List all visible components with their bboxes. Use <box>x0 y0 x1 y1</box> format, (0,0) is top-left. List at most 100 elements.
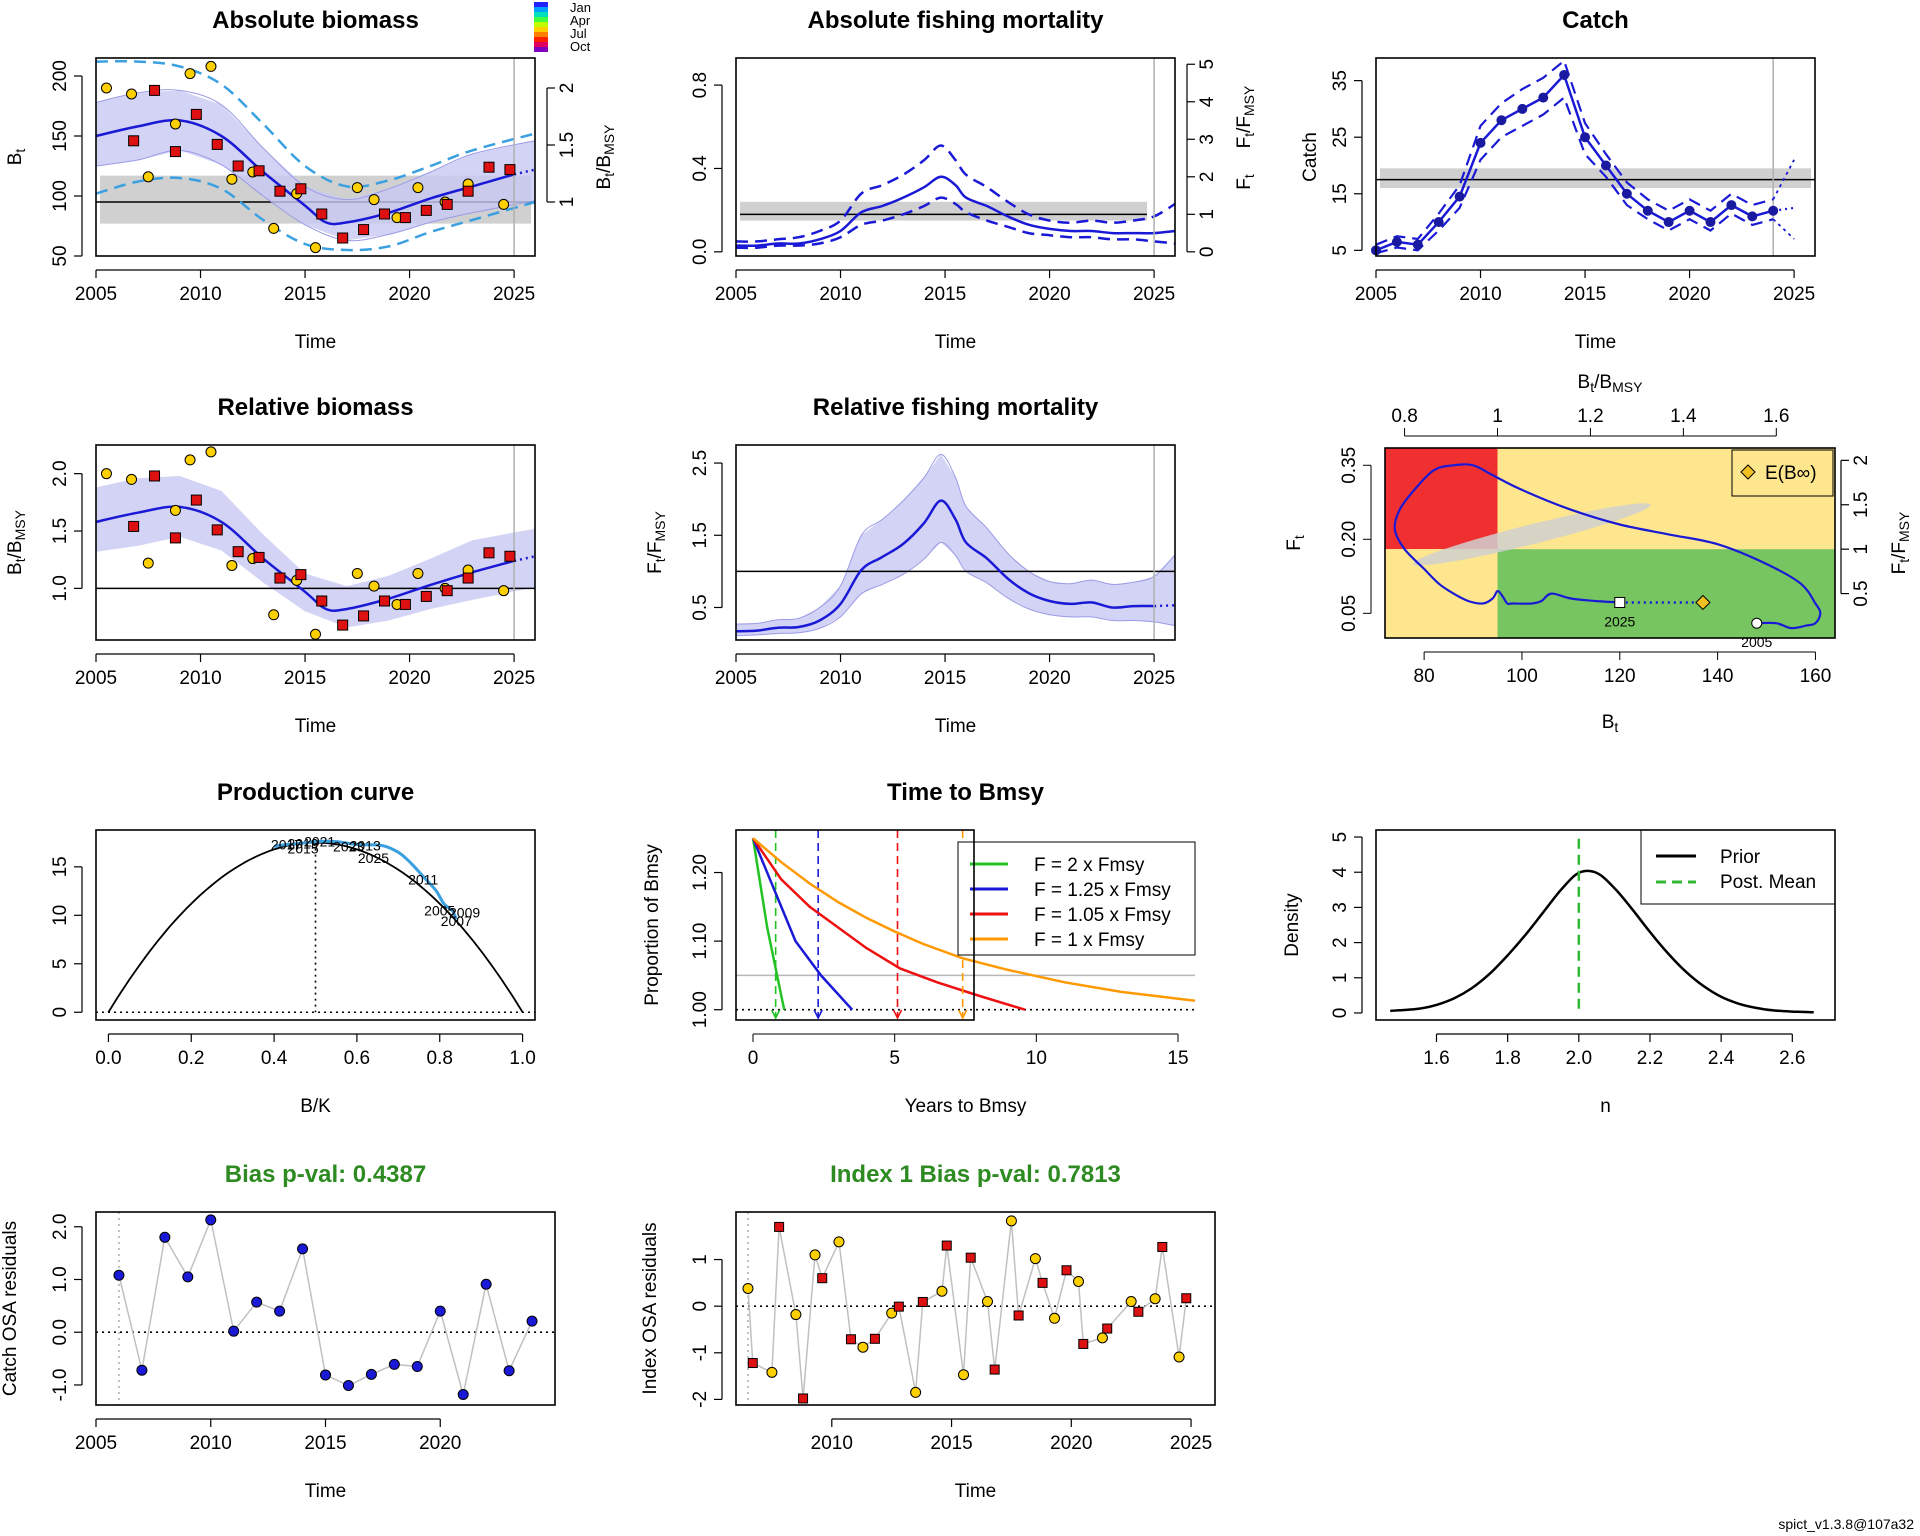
residual-point <box>503 1365 515 1377</box>
index-b-point <box>295 569 307 581</box>
season-color-swatch <box>534 27 548 32</box>
legend-label: F = 1.25 x Fmsy <box>1034 880 1171 901</box>
y-tick-label: 1.00 <box>690 991 711 1028</box>
panel-catch_resid: Bias p-val: 0.4387 2005 2010 2015 2020 -1.0 0.… <box>0 1161 556 1502</box>
y-tick-label: 0.0 <box>50 1319 71 1345</box>
ci-upper-line <box>735 453 1176 625</box>
y2-axis-title: Bt/BMSY <box>594 124 617 190</box>
x-tick-label: 2020 <box>419 1433 461 1454</box>
panel-title: Index 1 Bias p-val: 0.7813 <box>830 1161 1121 1188</box>
catch-observation-point <box>1642 205 1653 216</box>
x-tick-label: 2005 <box>715 668 757 689</box>
residual-point-a <box>1125 1296 1137 1308</box>
residual-point-b <box>774 1221 785 1232</box>
rel-f-ci-band <box>736 454 1175 636</box>
panel-title: Absolute fishing mortality <box>807 7 1104 34</box>
residual-connector <box>118 1217 533 1395</box>
index-a-point <box>205 60 217 72</box>
trajectory-line <box>751 837 854 1011</box>
season-color-swatch <box>534 22 548 27</box>
index-b-point <box>169 146 181 158</box>
residual-point-b <box>965 1252 976 1263</box>
plot-frame <box>735 57 1176 257</box>
residual-point-b <box>1181 1293 1192 1304</box>
x-tick-label: 1.0 <box>509 1048 535 1069</box>
y2-tick-label: 2 <box>557 83 578 94</box>
start-year-marker <box>1751 617 1763 629</box>
residual-point-b <box>1037 1277 1048 1288</box>
residual-point-a <box>766 1366 778 1378</box>
panel-abs_biomass: Absolute biomass 2005 2010 2015 2020 2025 50 10… <box>5 0 617 353</box>
y-tick-label: 25 <box>1330 127 1351 148</box>
x-tick-label: 2015 <box>284 668 326 689</box>
plot-frame <box>95 1211 556 1406</box>
residual-point-a <box>857 1341 869 1353</box>
season-label: Oct <box>570 39 591 54</box>
y-tick-label: 2 <box>1330 937 1351 948</box>
index-b-point <box>295 183 307 195</box>
upper-dashed-ci <box>1375 58 1774 246</box>
residual-point-a <box>1072 1275 1084 1287</box>
index-b-point <box>483 547 495 559</box>
plot-frame <box>735 829 975 1021</box>
residual-point <box>159 1231 171 1243</box>
y-tick-label: 1.10 <box>690 923 711 960</box>
x-tick-label: 2020 <box>1668 284 1710 305</box>
panel-title: Production curve <box>217 779 414 806</box>
index-b-point <box>483 161 495 173</box>
panel-prior_n: Prior Post. Mean 1.6 1.8 2.0 2.2 2.4 2.6 0 1 2 3 4 5 n… <box>1282 829 1836 1117</box>
residual-point-a <box>910 1386 922 1398</box>
residual-point <box>297 1243 309 1255</box>
residual-point <box>457 1388 469 1400</box>
x-tick-label: 2.6 <box>1779 1048 1805 1069</box>
y2-tick-label: 5 <box>1197 59 1218 70</box>
plot-frame <box>735 1211 1216 1406</box>
y-axis-title: Bt/BMSY <box>5 509 28 575</box>
y-tick-label: 10 <box>50 905 71 926</box>
x-tick-label: 2015 <box>924 668 966 689</box>
residual-point-a <box>833 1236 845 1248</box>
y-tick-label: -1.0 <box>50 1369 71 1402</box>
x-tick-label: 2015 <box>1564 284 1606 305</box>
index-a-point <box>169 504 181 516</box>
x-tick-label: 2005 <box>715 284 757 305</box>
index-b-point <box>337 619 349 631</box>
catch-observation-point <box>1475 137 1486 148</box>
x-tick-label: 2010 <box>179 284 221 305</box>
rel-f-line <box>735 499 1155 633</box>
x2-tick-label: 1 <box>1492 406 1503 427</box>
season-label: Jan <box>570 0 591 15</box>
year-label: 2025 <box>358 850 389 866</box>
residual-point-a <box>1149 1293 1161 1305</box>
residual-point-a <box>790 1309 802 1321</box>
catch-observation-point <box>1726 200 1737 211</box>
arrow-head-icon <box>957 1009 968 1020</box>
index-b-point <box>462 572 474 584</box>
catch-observation-point <box>1433 217 1444 228</box>
residual-point-b <box>893 1301 904 1312</box>
index-b-point <box>399 598 411 610</box>
x-axis-title: Time <box>955 1481 997 1502</box>
index-a-point <box>268 609 280 621</box>
catch-observation-point <box>1580 132 1591 143</box>
index-b-point <box>441 585 453 597</box>
rel-biomass-ci-band <box>96 476 535 628</box>
season-color-swatch <box>534 12 548 17</box>
residual-point <box>182 1271 194 1283</box>
x-tick-label: 2025 <box>493 668 535 689</box>
x-tick-label: 1.6 <box>1423 1048 1449 1069</box>
residual-point-b <box>1102 1323 1113 1334</box>
index-a-point <box>205 446 217 458</box>
y-tick-label: 50 <box>50 245 71 266</box>
x-tick-label: 15 <box>1167 1048 1188 1069</box>
catch-forecast-lower <box>1772 218 1795 240</box>
residual-point <box>274 1305 286 1317</box>
catch-observation-point <box>1600 160 1611 171</box>
index-b-point <box>211 524 223 536</box>
y-tick-label: 0.5 <box>690 594 711 620</box>
index-a-point <box>169 118 181 130</box>
x-tick-label: 2020 <box>1028 284 1070 305</box>
season-color-swatch <box>534 17 548 22</box>
y2-tick-label: 1 <box>1851 544 1872 555</box>
